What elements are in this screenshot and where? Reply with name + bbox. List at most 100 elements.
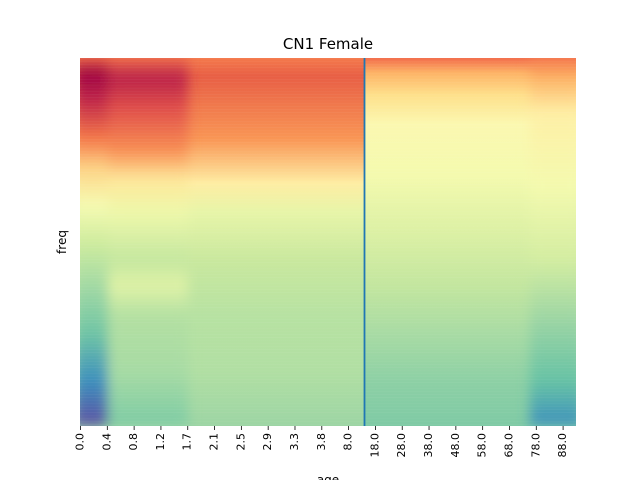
- heatmap-row: [80, 262, 576, 263]
- heatmap-row: [80, 295, 576, 296]
- heatmap-row: [80, 229, 576, 230]
- heatmap-row: [80, 223, 576, 224]
- heatmap-row: [80, 157, 576, 158]
- heatmap-row: [80, 376, 576, 377]
- heatmap-row: [80, 385, 576, 386]
- heatmap-banding: [80, 58, 576, 425]
- heatmap-row: [80, 406, 576, 407]
- heatmap-row: [80, 328, 576, 329]
- heatmap-row: [80, 253, 576, 254]
- x-tick-label: 2.5: [234, 433, 247, 451]
- x-tick-label: 18.0: [368, 433, 381, 458]
- heatmap-row: [80, 265, 576, 266]
- heatmap-row: [80, 388, 576, 389]
- heatmap-row: [80, 382, 576, 383]
- x-axis: 0.0 0.4 0.8 1.2 1.7 2.1 2.5 2.9 3.3 3.8 8.0 18.0 28.…: [74, 426, 569, 458]
- heatmap-row: [80, 322, 576, 323]
- heatmap-row: [80, 409, 576, 410]
- heatmap-row: [80, 226, 576, 227]
- heatmap-row: [80, 403, 576, 404]
- heatmap-row: [80, 364, 576, 365]
- heatmap-row: [80, 250, 576, 251]
- x-tick-label: 68.0: [502, 433, 515, 458]
- heatmap-row: [80, 232, 576, 233]
- heatmap-row: [80, 244, 576, 245]
- heatmap-row: [80, 334, 576, 335]
- heatmap-row: [80, 193, 576, 194]
- heatmap-row: [80, 337, 576, 338]
- heatmap-row: [80, 106, 576, 107]
- heatmap-row: [80, 103, 576, 104]
- heatmap-row: [80, 286, 576, 287]
- heatmap-row: [80, 79, 576, 80]
- heatmap-row: [80, 97, 576, 98]
- heatmap-row: [80, 289, 576, 290]
- heatmap-row: [80, 301, 576, 302]
- heatmap-row: [80, 235, 576, 236]
- x-tick-label: 2.9: [261, 433, 274, 451]
- x-tick-label: 78.0: [529, 433, 542, 458]
- heatmap-row: [80, 316, 576, 317]
- heatmap-row: [80, 370, 576, 371]
- heatmap-row: [80, 358, 576, 359]
- heatmap-row: [80, 208, 576, 209]
- heatmap-row: [80, 355, 576, 356]
- heatmap-row: [80, 85, 576, 86]
- x-tick-label: 0.4: [100, 433, 113, 451]
- heatmap-row: [80, 280, 576, 281]
- heatmap-row: [80, 175, 576, 176]
- x-tick-label: 3.3: [288, 433, 301, 451]
- x-axis-label: age: [317, 473, 339, 480]
- heatmap-row: [80, 241, 576, 242]
- heatmap-region-earliest: [80, 58, 112, 426]
- heatmap-row: [80, 268, 576, 269]
- x-tick-label: 8.0: [342, 433, 355, 451]
- heatmap-row: [80, 292, 576, 293]
- x-tick-label: 48.0: [449, 433, 462, 458]
- x-tick-label: 0.8: [127, 433, 140, 451]
- heatmap-row: [80, 247, 576, 248]
- heatmap-row: [80, 124, 576, 125]
- heatmap-cells: [80, 58, 576, 426]
- heatmap-row: [80, 259, 576, 260]
- heatmap-row: [80, 109, 576, 110]
- heatmap-row: [80, 199, 576, 200]
- heatmap-row: [80, 145, 576, 146]
- heatmap-row: [80, 121, 576, 122]
- heatmap-row: [80, 196, 576, 197]
- heatmap-row: [80, 58, 576, 59]
- heatmap-row: [80, 367, 576, 368]
- heatmap-row: [80, 151, 576, 152]
- x-tick-label: 1.7: [181, 433, 194, 451]
- heatmap-row: [80, 172, 576, 173]
- x-tick-label: 0.0: [74, 433, 87, 451]
- heatmap-row: [80, 379, 576, 380]
- heatmap-row: [80, 181, 576, 182]
- heatmap-row: [80, 67, 576, 68]
- heatmap-row: [80, 166, 576, 167]
- heatmap-row: [80, 115, 576, 116]
- heatmap-row: [80, 397, 576, 398]
- heatmap-row: [80, 136, 576, 137]
- heatmap-row: [80, 76, 576, 77]
- heatmap-row: [80, 391, 576, 392]
- heatmap-row: [80, 100, 576, 101]
- heatmap-row: [80, 160, 576, 161]
- x-tick-label: 38.0: [422, 433, 435, 458]
- heatmap-row: [80, 217, 576, 218]
- heatmap-row: [80, 271, 576, 272]
- heatmap-row: [80, 277, 576, 278]
- heatmap-row: [80, 133, 576, 134]
- chart-title: CN1 Female: [283, 35, 373, 53]
- heatmap-row: [80, 187, 576, 188]
- heatmap-row: [80, 394, 576, 395]
- x-tick-label: 3.8: [315, 433, 328, 451]
- heatmap-row: [80, 424, 576, 425]
- heatmap-row: [80, 169, 576, 170]
- heatmap-row: [80, 91, 576, 92]
- heatmap-row: [80, 421, 576, 422]
- heatmap-row: [80, 307, 576, 308]
- heatmap-row: [80, 319, 576, 320]
- x-tick-label: 1.2: [154, 433, 167, 451]
